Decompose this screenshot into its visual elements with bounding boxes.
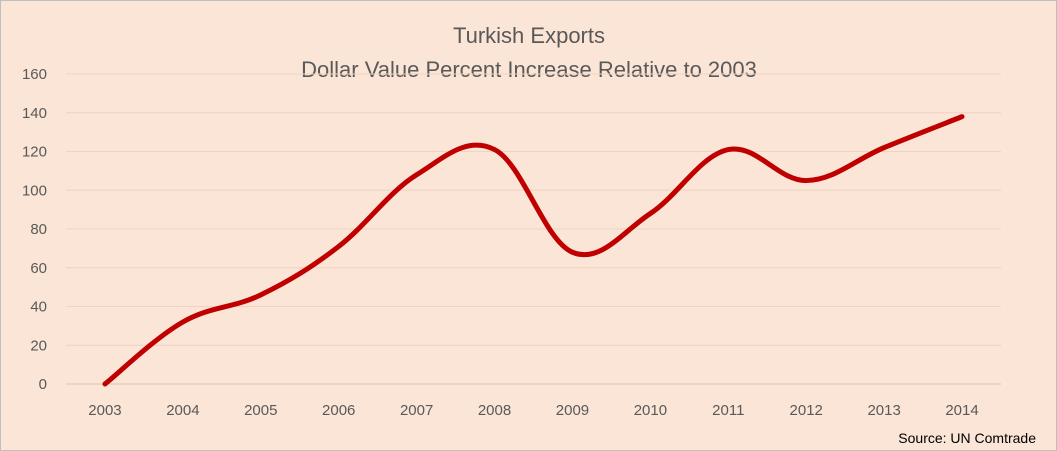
x-tick-label: 2008 [478,402,511,419]
x-tick-label: 2003 [88,402,121,419]
y-axis-ticks: 0 20 40 60 80 100 120 140 160 [22,66,47,393]
x-tick-label: 2005 [244,402,277,419]
x-tick-label: 2014 [945,402,978,419]
series-line [102,114,965,387]
y-tick-label: 20 [30,337,47,354]
y-tick-label: 160 [22,66,47,83]
y-tick-label: 40 [30,299,47,316]
x-axis-ticks: 2003 2004 2005 2006 2007 2008 2009 2010 2011 2012… [88,402,978,419]
x-tick-label: 2009 [556,402,589,419]
x-tick-label: 2006 [322,402,355,419]
x-tick-label: 2007 [400,402,433,419]
y-tick-label: 100 [22,182,47,199]
y-tick-label: 140 [22,105,47,122]
y-tick-label: 60 [30,260,47,277]
x-tick-label: 2011 [712,402,744,419]
gridlines [66,73,1001,385]
series-layer [102,114,965,387]
x-tick-label: 2012 [790,402,823,419]
x-tick-label: 2013 [867,402,900,419]
chart-subtitle: Dollar Value Percent Increase Relative t… [301,57,757,82]
y-tick-label: 0 [39,376,47,393]
source-note: Source: UN Comtrade [898,430,1036,446]
y-tick-label: 80 [30,221,47,238]
y-tick-label: 120 [22,144,47,161]
x-tick-label: 2010 [634,402,667,419]
chart-title: Turkish Exports [453,23,605,48]
x-tick-label: 2004 [166,402,199,419]
